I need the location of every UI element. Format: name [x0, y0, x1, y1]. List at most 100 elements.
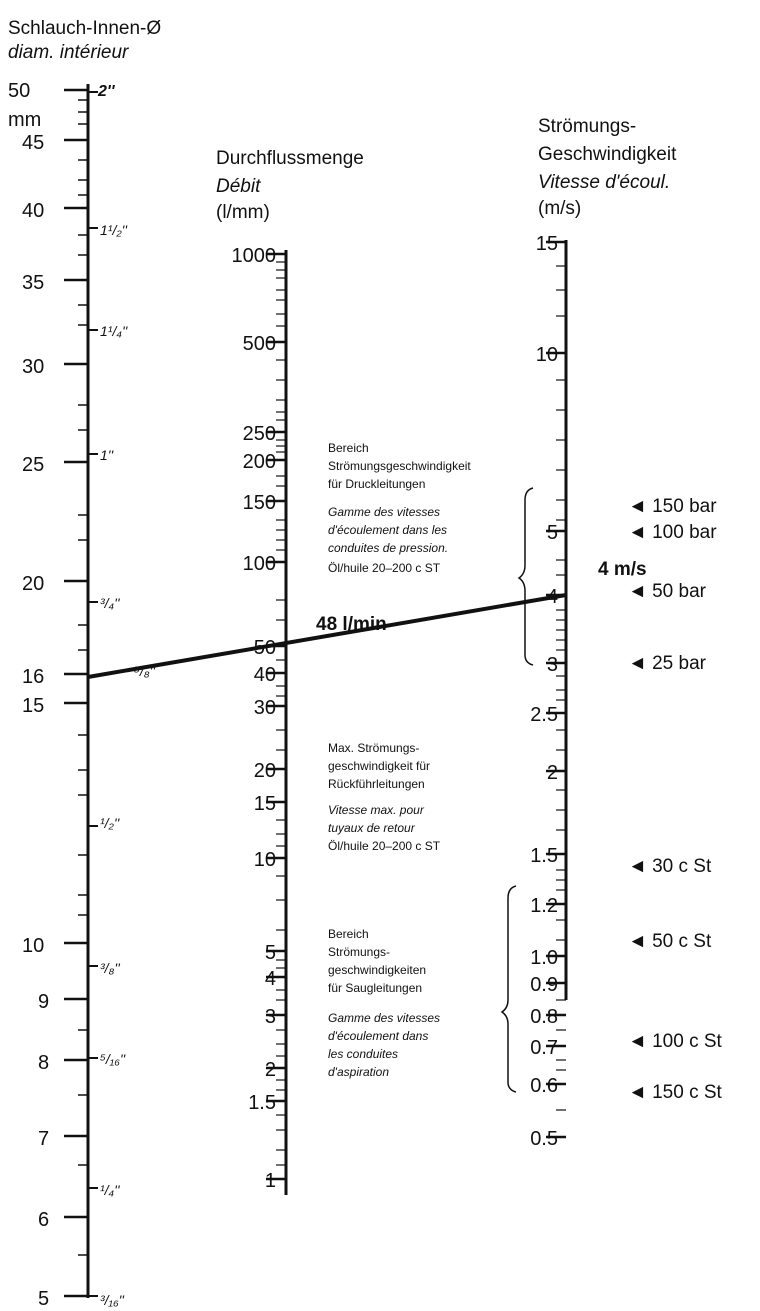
flow-label-5: 5: [265, 942, 276, 964]
diameter-labels: 50 45 40 35 30 25 20 16 15 10 9 8 7 6 5: [8, 80, 49, 1310]
inch-label-3-8: ³/₈'': [100, 960, 121, 976]
inch-label-1-1-4: 1¹/₄'': [100, 323, 129, 339]
vel-label-0-5: 0.5: [530, 1128, 558, 1150]
note-suction-fr-4: d'aspiration: [328, 1065, 389, 1079]
flow-label-1000: 1000: [232, 245, 277, 267]
marker-50-bar: ◄ 50 bar: [628, 581, 707, 602]
vel-label-5: 5: [547, 522, 558, 544]
dia-label-45: 45: [22, 132, 44, 154]
inch-label-1: 1'': [100, 447, 114, 463]
note-return-de-2: geschwindigkeit für: [328, 759, 430, 773]
note-return: Max. Strömungs- geschwindigkeit für Rück…: [328, 741, 441, 853]
dia-label-35: 35: [22, 272, 44, 294]
dia-label-8: 8: [38, 1052, 49, 1074]
dia-label-5: 5: [38, 1288, 49, 1310]
note-pressure-oil: Öl/huile 20–200 c ST: [328, 561, 441, 575]
flow-labels: 1000 500 250 200 150 100 50 40 30 20 15 …: [232, 245, 277, 1192]
flow-label-4: 4: [265, 968, 276, 990]
velocity-unit: (m/s): [538, 198, 581, 219]
marker-25-bar: ◄ 25 bar: [628, 653, 707, 674]
flow-label-1: 1: [265, 1170, 276, 1192]
inch-label-1-2: ¹/₂'': [100, 815, 121, 831]
inch-label-5-16: ⁵/₁₆'': [100, 1051, 126, 1067]
inch-label-3-16: ³/₁₆'': [100, 1292, 125, 1308]
inch-label-2: 2'': [97, 83, 116, 100]
vel-label-3: 3: [547, 654, 558, 676]
note-pressure-fr-3: conduites de pression.: [328, 541, 448, 555]
vel-label-1-0: 1.0: [530, 947, 558, 969]
flow-label-40: 40: [254, 664, 276, 686]
vel-label-2: 2: [547, 762, 558, 784]
note-pressure-fr-1: Gamme des vitesses: [328, 505, 440, 519]
dia-label-7: 7: [38, 1128, 49, 1150]
flow-title-de: Durchflussmenge: [216, 148, 364, 169]
inch-label-1-4: ¹/₄'': [100, 1182, 121, 1198]
flow-label-500: 500: [243, 333, 276, 355]
dia-label-40: 40: [22, 200, 44, 222]
vel-label-0-7: 0.7: [530, 1037, 558, 1059]
note-suction-fr-2: d'écoulement dans: [328, 1029, 428, 1043]
diameter-title-fr: diam. intérieur: [8, 42, 129, 63]
flow-label-250: 250: [243, 423, 276, 445]
flow-label-15: 15: [254, 793, 276, 815]
vel-label-1-2: 1.2: [530, 895, 558, 917]
dia-label-30: 30: [22, 356, 44, 378]
note-suction-de-2: Strömungs-: [328, 945, 390, 959]
result-line: [87, 593, 567, 679]
result-velocity-label: 4 m/s: [598, 559, 647, 580]
result-flow-label: 48 l/min: [316, 614, 387, 635]
note-suction-fr-1: Gamme des vitesses: [328, 1011, 440, 1025]
flow-label-10: 10: [254, 849, 276, 871]
dia-label-50: 50: [8, 80, 30, 102]
dia-label-10: 10: [22, 935, 44, 957]
dia-label-6: 6: [38, 1209, 49, 1231]
flow-label-3: 3: [265, 1006, 276, 1028]
flow-label-30: 30: [254, 697, 276, 719]
note-return-fr-2: tuyaux de retour: [328, 821, 416, 835]
inch-label-3-4: ³/₄'': [100, 595, 121, 611]
markers: ◄ 150 bar ◄ 100 bar ◄ 50 bar ◄ 25 bar ◄ …: [628, 496, 723, 1103]
velocity-title-de-2: Geschwindigkeit: [538, 144, 677, 165]
note-return-de-1: Max. Strömungs-: [328, 741, 419, 755]
note-pressure-fr-2: d'écoulement dans les: [328, 523, 447, 537]
bracket-pressure: [517, 487, 534, 666]
marker-50-cst: ◄ 50 c St: [628, 931, 712, 952]
flow-unit: (l/mm): [216, 202, 270, 223]
vel-label-1-5: 1.5: [530, 845, 558, 867]
note-suction-fr-3: les conduites: [328, 1047, 398, 1061]
dia-label-25: 25: [22, 454, 44, 476]
note-pressure-de-2: Strömungsgeschwindigkeit: [328, 459, 471, 473]
vel-label-15: 15: [536, 233, 558, 255]
note-suction-de-3: geschwindigkeiten: [328, 963, 426, 977]
velocity-labels: 15 10 5 4 3 2.5 2 1.5 1.2 1.0 0.9 0.8 0.…: [530, 233, 558, 1150]
marker-100-cst: ◄ 100 c St: [628, 1031, 723, 1052]
flow-label-1-5: 1.5: [248, 1092, 276, 1114]
vel-label-0-8: 0.8: [530, 1006, 558, 1028]
marker-150-cst: ◄ 150 c St: [628, 1082, 723, 1103]
dia-label-9: 9: [38, 991, 49, 1013]
vel-label-0-9: 0.9: [530, 974, 558, 996]
diameter-ticks: [64, 88, 98, 1298]
note-suction-de-1: Bereich: [328, 927, 369, 941]
note-pressure: Bereich Strömungsgeschwindigkeit für Dru…: [328, 441, 471, 575]
flow-label-2: 2: [265, 1059, 276, 1081]
note-return-de-3: Rückführleitungen: [328, 777, 425, 791]
note-return-fr-1: Vitesse max. pour: [328, 803, 425, 817]
flow-label-150: 150: [243, 492, 276, 514]
note-pressure-de-3: für Druckleitungen: [328, 477, 425, 491]
velocity-title-fr: Vitesse d'écoul.: [538, 172, 670, 193]
dia-label-16: 16: [22, 666, 44, 688]
flow-label-20: 20: [254, 760, 276, 782]
diameter-title-de: Schlauch-Innen-Ø: [8, 18, 161, 39]
velocity-ticks: [546, 240, 566, 1139]
dia-label-20: 20: [22, 573, 44, 595]
flow-title-fr: Débit: [216, 176, 261, 197]
flow-label-200: 200: [243, 451, 276, 473]
vel-label-0-6: 0.6: [530, 1075, 558, 1097]
note-return-oil: Öl/huile 20–200 c ST: [328, 839, 441, 853]
marker-30-cst: ◄ 30 c St: [628, 856, 712, 877]
dia-label-15: 15: [22, 695, 44, 717]
note-suction: Bereich Strömungs- geschwindigkeiten für…: [328, 927, 440, 1079]
marker-150-bar: ◄ 150 bar: [628, 496, 717, 517]
